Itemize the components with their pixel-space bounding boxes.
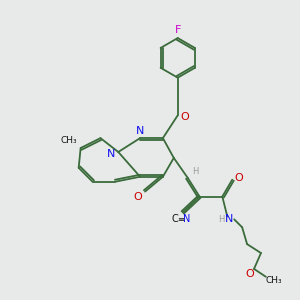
Text: N: N bbox=[107, 149, 116, 159]
Text: O: O bbox=[180, 112, 189, 122]
Text: O: O bbox=[246, 269, 254, 279]
Text: H: H bbox=[192, 167, 199, 176]
Text: C: C bbox=[171, 214, 178, 224]
Text: CH₃: CH₃ bbox=[60, 136, 77, 145]
Text: N: N bbox=[183, 214, 190, 224]
Text: O: O bbox=[134, 192, 142, 202]
Text: N: N bbox=[225, 214, 233, 224]
Text: CH₃: CH₃ bbox=[266, 276, 282, 285]
Text: ≡: ≡ bbox=[177, 215, 184, 224]
Text: N: N bbox=[136, 126, 144, 136]
Text: O: O bbox=[235, 173, 244, 183]
Text: F: F bbox=[175, 25, 181, 35]
Text: H: H bbox=[218, 215, 224, 224]
